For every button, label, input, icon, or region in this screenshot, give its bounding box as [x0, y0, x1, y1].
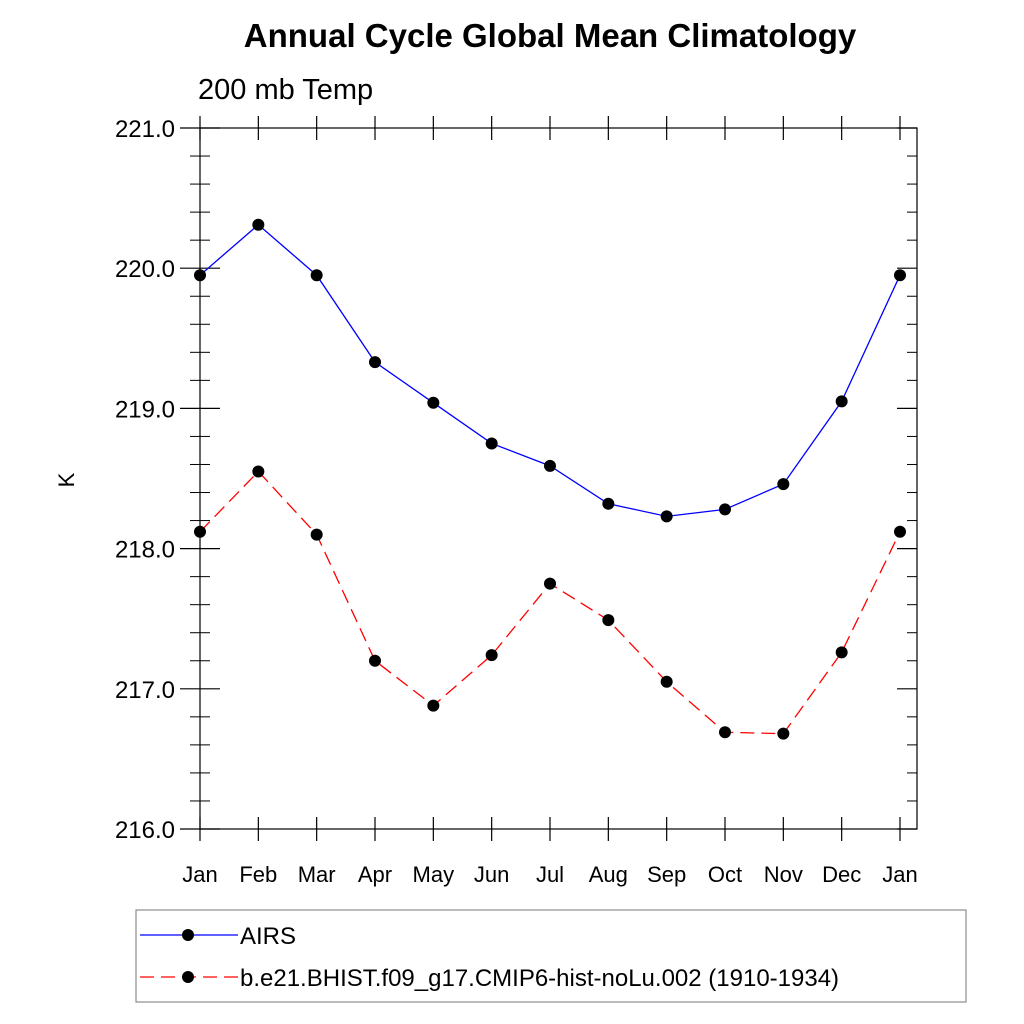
legend-label-1: AIRS [240, 923, 296, 950]
series-1-point [894, 269, 906, 282]
x-tick-label: Jun [474, 862, 509, 887]
chart-subtitle: 200 mb Temp [198, 74, 373, 106]
series-2-point [252, 465, 265, 478]
legend-label-2: b.e21.BHIST.f09_g17.CMIP6-hist-noLu.002 … [240, 965, 839, 992]
series-1-point [310, 269, 323, 282]
series-2-point [602, 614, 615, 627]
y-tick-label: 220.0 [115, 256, 175, 283]
series-2-point [310, 528, 323, 541]
series-2-point [894, 525, 906, 538]
series-1-point [602, 497, 615, 510]
y-tick-label: 217.0 [115, 677, 175, 704]
plot-frame [199, 127, 918, 830]
x-tick-label: Jan [182, 862, 217, 887]
x-tick-label: Feb [239, 862, 277, 887]
x-tick-label: May [413, 862, 455, 887]
x-tick-label: Oct [708, 862, 742, 887]
x-tick-label: Mar [298, 862, 336, 887]
series-2-point [777, 727, 790, 740]
series-2-point [544, 577, 556, 590]
series-2-point [835, 646, 848, 659]
series-2-point [485, 649, 498, 662]
legend-marker-1 [182, 929, 194, 941]
legend-box [135, 909, 967, 1003]
x-tick-label: Jul [536, 862, 564, 887]
x-tick-label: Apr [358, 862, 392, 887]
series-2-point [369, 654, 381, 667]
x-tick-label: Aug [589, 862, 628, 887]
series-2-point [194, 525, 206, 538]
series-1-point [835, 395, 848, 408]
series-2-point [660, 675, 673, 688]
y-tick-label: 221.0 [115, 116, 175, 143]
x-tick-label: Nov [764, 862, 803, 887]
y-tick-label: 218.0 [115, 537, 175, 564]
series-1-point [719, 503, 731, 516]
legend-marker-2 [182, 971, 194, 983]
legend: AIRS b.e21.BHIST.f09_g17.CMIP6-hist-noLu.… [135, 909, 967, 1003]
series-1-point [427, 396, 440, 409]
series-1-point [369, 356, 381, 369]
y-tick-label: 219.0 [115, 396, 175, 423]
series-2-point [427, 699, 440, 712]
x-tick-label: Sep [647, 862, 686, 887]
series-line-1 [199, 223, 901, 518]
series-1-point [544, 459, 556, 472]
series-1-point [252, 218, 265, 231]
y-axis-label: K [54, 472, 79, 487]
series-line-2 [199, 470, 901, 735]
x-tick-label: Dec [822, 862, 861, 887]
series-layer [194, 218, 906, 740]
chart-title: Annual Cycle Global Mean Climatology [244, 17, 857, 54]
x-tick-label: Jan [882, 862, 917, 887]
series-2-point [719, 726, 731, 739]
y-tick-label: 216.0 [115, 817, 175, 844]
series-1-point [777, 478, 790, 491]
series-1-point [485, 437, 498, 450]
series-1-point [194, 269, 206, 282]
plot-area: Jan Feb Mar Apr May Jun Jul Aug Sep Oct Nov Dec Jan 2… [115, 116, 918, 887]
series-1-point [660, 510, 673, 523]
